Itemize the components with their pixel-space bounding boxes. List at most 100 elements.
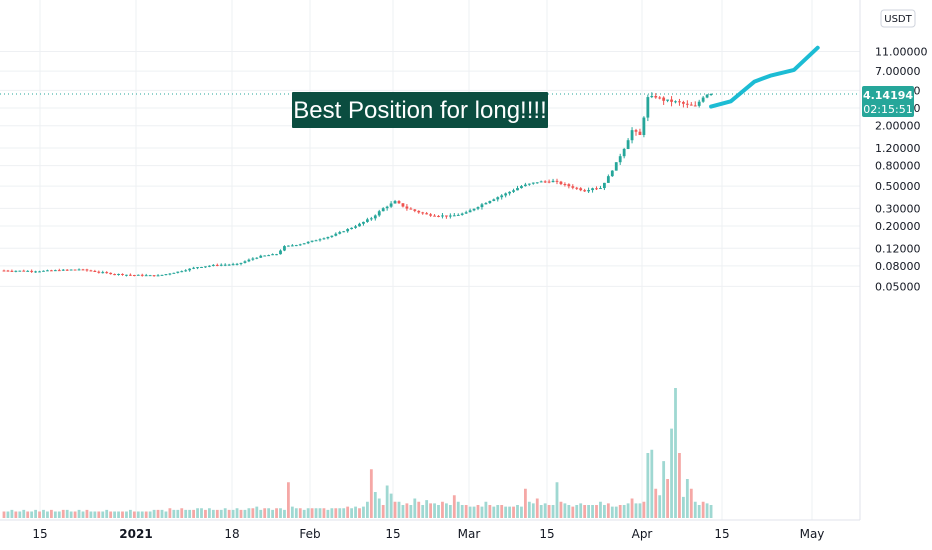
volume-bar (678, 453, 681, 518)
candle-body (508, 191, 511, 194)
candle-body (571, 186, 575, 188)
volume-bar (551, 505, 555, 518)
candle-body (543, 181, 547, 183)
volume-bar (69, 511, 73, 518)
volume-bar (472, 506, 476, 518)
volume-bar (433, 503, 436, 518)
volume-bar (397, 501, 401, 518)
candle-body (603, 182, 606, 189)
candle-body (318, 239, 322, 241)
y-tick-label: 0.20000 (875, 220, 921, 233)
candle-body (10, 270, 14, 272)
volume-bar (235, 508, 239, 518)
volume-bar (200, 508, 203, 518)
candle-body (279, 250, 282, 255)
currency-badge[interactable]: USDT (880, 9, 916, 28)
volume-bar (401, 505, 405, 518)
volume-bar (334, 508, 338, 518)
annotation-box[interactable]: Best Position for long!!!! (292, 92, 548, 128)
volume-bar (346, 506, 350, 518)
candle-body (524, 184, 527, 187)
volume-bar (53, 511, 57, 518)
x-tick-label: 15 (539, 527, 554, 541)
candle-body (674, 101, 677, 103)
volume-bar (662, 461, 666, 518)
last-price-tag: 4.14194 02:15:51 (862, 86, 914, 117)
volume-bar (547, 505, 551, 518)
volume-bar (61, 509, 65, 518)
volume-bar (184, 509, 188, 518)
x-tick-label: 15 (385, 527, 400, 541)
y-tick-label: 0.12000 (875, 242, 921, 255)
candle-body (294, 245, 298, 247)
candle-body (563, 184, 567, 186)
volume-bar (670, 428, 673, 518)
volume-bar (369, 469, 373, 518)
candle-body (208, 265, 211, 267)
volume-bar (18, 511, 22, 518)
volume-bar (164, 511, 168, 518)
candle-body (551, 180, 555, 183)
candles (2, 92, 713, 277)
volume-bar (456, 501, 460, 518)
x-tick-label: 15 (714, 527, 729, 541)
volume-bar (6, 511, 10, 518)
volume-bar (93, 511, 97, 518)
candle-body (559, 181, 563, 185)
volume-bar (599, 501, 602, 518)
candle-body (164, 274, 168, 276)
time-axis[interactable]: 15 2021 18 Feb 15 Mar 15 Apr 15 May (32, 527, 824, 541)
volume-bar (567, 505, 571, 518)
candle-body (129, 274, 132, 276)
candle-body (18, 270, 22, 272)
currency-label: USDT (884, 14, 912, 25)
candle-body (117, 273, 120, 275)
volume-bar (215, 509, 219, 518)
candle-body (255, 257, 259, 259)
volume-bar (113, 511, 116, 518)
x-tick-label: 15 (32, 527, 47, 541)
volume-bar (650, 449, 654, 518)
candle-body (61, 269, 65, 271)
candle-body (219, 264, 223, 266)
candle-body (172, 272, 176, 274)
volume-bar (10, 509, 14, 518)
candle-body (531, 182, 535, 184)
volume-bar (377, 498, 381, 518)
volume-bar (709, 505, 713, 518)
volume-bar (219, 509, 223, 518)
candle-body (188, 268, 192, 271)
candle-body (642, 117, 646, 136)
y-tick-label: 11.00000 (875, 45, 928, 58)
volume-bar (283, 509, 286, 518)
candle-body (57, 270, 61, 272)
volume-bar (654, 488, 658, 518)
candle-body (468, 210, 472, 213)
volume-bar (223, 508, 227, 518)
candle-body (535, 182, 539, 184)
volume-bar (685, 479, 689, 518)
volume-bar (148, 511, 152, 518)
price-axis[interactable]: 0.05000 0.08000 0.12000 0.20000 0.30000 0.500… (875, 45, 928, 293)
volume-bar (500, 505, 504, 518)
candle-body (618, 156, 622, 163)
candle-body (81, 269, 85, 271)
candle-body (689, 104, 693, 106)
candle-body (488, 200, 492, 204)
candle-body (448, 215, 452, 217)
volume-bar (381, 505, 385, 518)
candle-body (575, 187, 579, 189)
volume-bar (267, 508, 271, 518)
candle-body (235, 263, 239, 265)
candle-body (369, 218, 373, 220)
volume-bar (630, 498, 634, 518)
candle-body (705, 94, 709, 98)
volume-bar (575, 505, 579, 518)
candle-body (539, 181, 543, 183)
candle-body (452, 215, 456, 217)
candle-body (2, 270, 6, 272)
x-tick-label: Apr (632, 527, 653, 541)
candle-body (136, 274, 140, 276)
volume-bar (682, 496, 685, 518)
